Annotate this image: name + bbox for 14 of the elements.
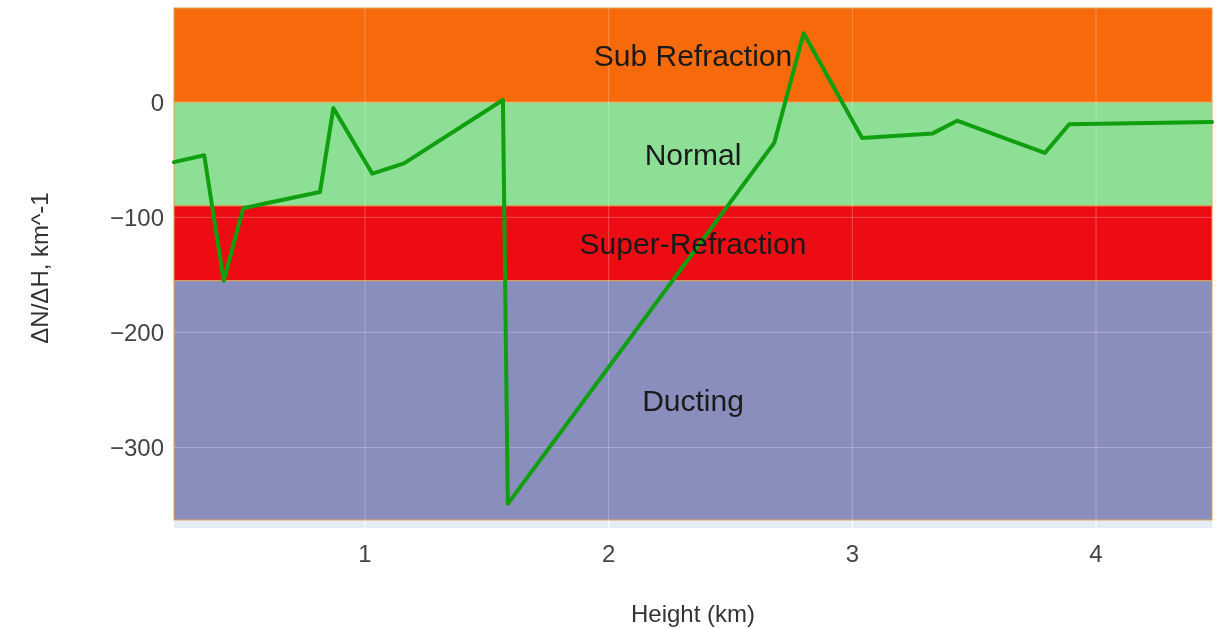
y-tick-label: 0 [150, 88, 164, 116]
x-axis-title: Height (km) [630, 600, 756, 627]
y-tick-label: −100 [109, 203, 164, 231]
band-label: Sub Refraction [593, 38, 793, 72]
y-tick-label: −300 [109, 433, 164, 461]
x-tick-label: 1 [358, 540, 372, 567]
line-series [172, 31, 1214, 506]
band-label: Ducting [642, 383, 744, 417]
y-tick-label: −200 [109, 318, 164, 346]
x-tick-label: 4 [1089, 540, 1103, 567]
y-axis-title: ΔN/ΔH, km^-1 [26, 192, 53, 344]
x-tick-label: 3 [845, 540, 860, 567]
band-label: Normal [644, 137, 742, 171]
x-tick-label: 2 [602, 540, 616, 567]
